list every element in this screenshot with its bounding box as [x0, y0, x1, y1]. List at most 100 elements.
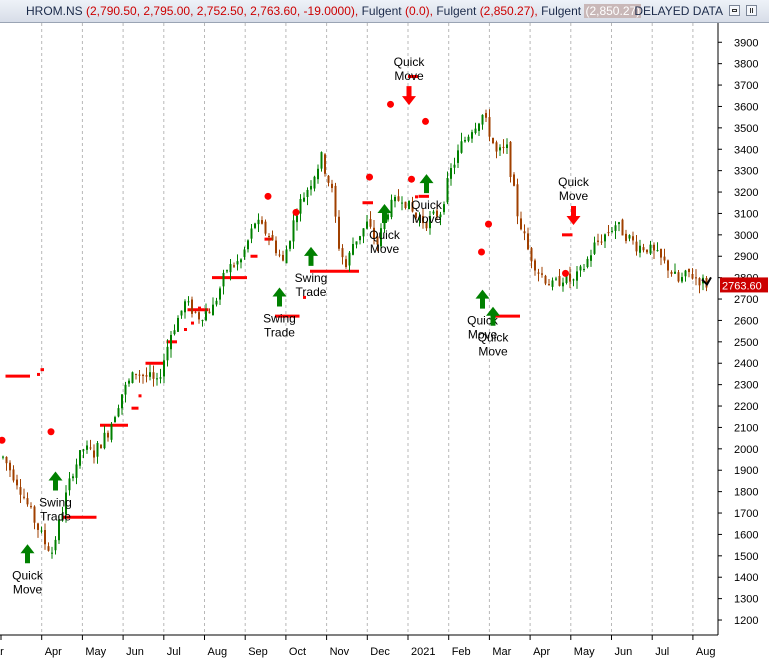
candle-body [135, 373, 137, 375]
close-button[interactable] [746, 5, 757, 16]
candle-body [653, 244, 655, 251]
x-tick-label: May [574, 646, 595, 658]
candle-body [229, 264, 232, 273]
down-arrow-icon [402, 86, 416, 106]
down-arrow-icon [566, 206, 581, 226]
candle-body [544, 275, 547, 284]
candle-body [523, 231, 526, 234]
annotation-label-line2: Move [370, 242, 400, 256]
candle [555, 276, 557, 281]
candle [236, 254, 239, 271]
candle [688, 268, 690, 278]
candle [527, 227, 529, 251]
candle [310, 180, 312, 196]
candle-body [61, 513, 64, 521]
ohlc-values: (2,790.50, 2,795.00, 2,752.50, 2,763.60,… [86, 4, 359, 18]
candle-body [677, 272, 680, 282]
minimize-button[interactable] [729, 5, 740, 16]
candle [667, 259, 669, 278]
candle [257, 213, 260, 233]
candle-body [569, 273, 571, 282]
candle-body [698, 278, 701, 286]
x-tick-label: Mar [492, 646, 511, 658]
y-tick-label: 2000 [734, 444, 758, 456]
indicator-2-value: (2,850.27), [479, 4, 538, 18]
candle-body [670, 271, 673, 274]
candle-body [674, 271, 676, 274]
candle [138, 370, 141, 383]
candle-body [579, 266, 582, 271]
candle-body [695, 277, 697, 279]
annotation-label-line1: Quick [394, 55, 426, 69]
up-arrow-icon [20, 544, 35, 564]
delayed-data-label: DELAYED DATA [634, 4, 723, 18]
x-tick-label: Aug [696, 646, 716, 658]
candle [292, 212, 295, 249]
candle [180, 310, 183, 319]
candle-body [530, 248, 533, 262]
x-axis: ar Apr May Jun Jul Aug Sep Oct Nov Dec 2021 Feb Mar A… [0, 634, 718, 658]
candle-body [51, 552, 53, 554]
x-tick-label: Jun [615, 646, 633, 658]
candle [590, 249, 592, 267]
up-arrow-icon [475, 289, 490, 309]
candle-body [593, 242, 596, 254]
y-tick-label: 1900 [734, 465, 758, 477]
candle-body [75, 464, 78, 478]
candle-body [649, 244, 652, 254]
candle [467, 134, 470, 143]
candle [422, 208, 424, 229]
candle [541, 266, 543, 278]
signal-dot [47, 428, 55, 436]
candle-body [170, 334, 172, 350]
candle-body [611, 230, 613, 232]
candle [646, 249, 648, 255]
candle [562, 277, 564, 292]
candle-body [639, 245, 641, 253]
candle-body [362, 228, 365, 237]
candle [569, 266, 571, 289]
candle-body [429, 216, 431, 229]
candle-body [264, 221, 267, 234]
candle-body [450, 168, 452, 179]
candle-body [30, 506, 32, 508]
candle-body [79, 450, 81, 466]
candle [352, 237, 354, 256]
x-tick-label: 2021 [411, 646, 435, 658]
candle [681, 272, 683, 284]
candle-body [600, 241, 603, 243]
candle [597, 233, 599, 246]
signal-steps [5, 74, 573, 519]
signal-dot [292, 208, 300, 216]
candle-body [604, 234, 606, 242]
candle-body [492, 138, 494, 144]
candle-body [257, 219, 260, 225]
candle-body [254, 223, 256, 228]
candle-body [142, 374, 144, 377]
candle [632, 231, 634, 245]
candle [124, 381, 127, 403]
candle [695, 269, 697, 286]
candle [628, 234, 631, 242]
candle [12, 465, 15, 483]
candle-body [278, 254, 281, 256]
candle [107, 430, 109, 442]
quote-header: HROM.NS (2,790.50, 2,795.00, 2,752.50, 2… [26, 4, 642, 18]
candle-body [149, 372, 151, 377]
signal-dot [485, 220, 492, 228]
candle-body [642, 247, 645, 251]
candle [173, 324, 176, 336]
candle [635, 235, 638, 256]
candle [698, 277, 701, 294]
candle-body [355, 241, 358, 245]
candle-body [341, 248, 344, 258]
candle-body [208, 311, 211, 314]
candle-body [425, 222, 428, 229]
candle [660, 248, 662, 266]
cursor-icon [701, 276, 712, 287]
candle [128, 378, 130, 387]
candle-body [299, 198, 302, 214]
candle [684, 269, 687, 282]
candle [366, 215, 368, 230]
candle [37, 522, 39, 538]
